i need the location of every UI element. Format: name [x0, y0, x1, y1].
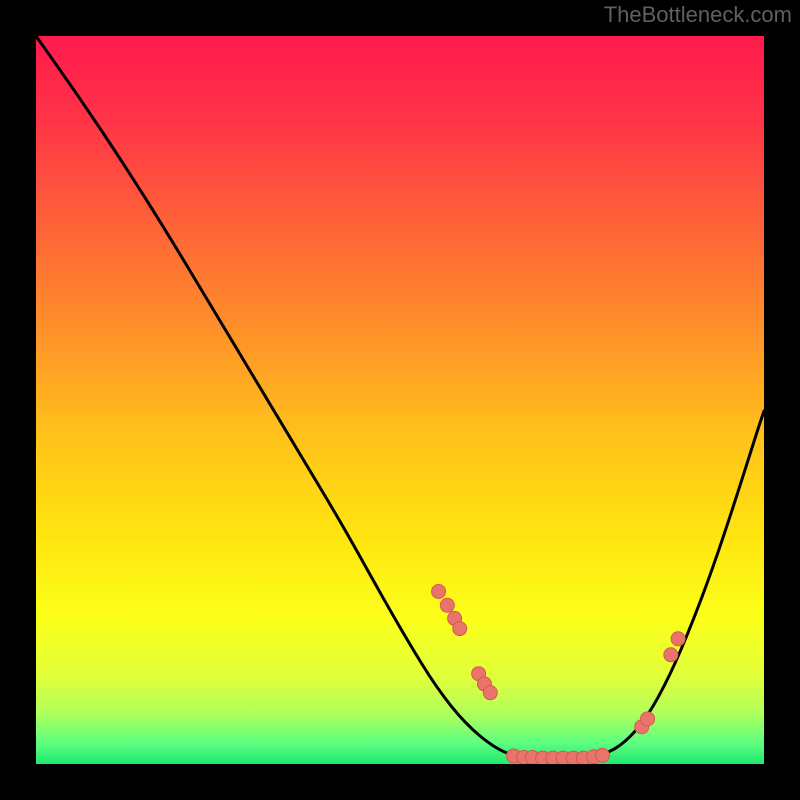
data-marker	[664, 648, 678, 662]
data-marker	[483, 686, 497, 700]
bottleneck-curve	[36, 36, 764, 758]
data-marker	[432, 584, 446, 598]
root-container: TheBottleneck.com	[0, 0, 800, 800]
data-marker	[671, 632, 685, 646]
watermark-text: TheBottleneck.com	[604, 2, 792, 28]
data-marker	[595, 748, 609, 762]
plot-area	[36, 36, 764, 764]
data-marker	[453, 622, 467, 636]
chart-svg-layer	[36, 36, 764, 764]
data-marker	[440, 598, 454, 612]
data-marker	[641, 712, 655, 726]
